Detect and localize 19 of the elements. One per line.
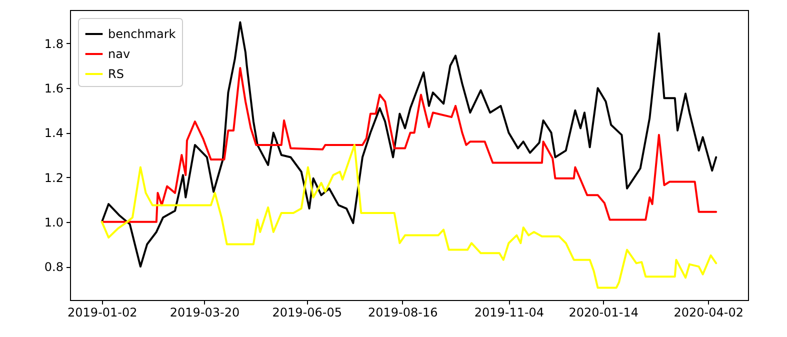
y-tick-label: 1.8 <box>44 36 64 51</box>
legend-label: RS <box>108 67 124 81</box>
y-tick-label: 1.2 <box>44 170 64 185</box>
x-tick-label: 2019-11-04 <box>474 306 544 320</box>
line-series <box>100 21 718 268</box>
line-series <box>100 144 718 289</box>
x-tick-label: 2019-06-05 <box>272 306 342 320</box>
x-tick-label: 2020-01-14 <box>568 306 638 320</box>
y-tick-label: 1.6 <box>44 82 64 96</box>
line-series <box>100 67 718 223</box>
y-tick-label: 0.8 <box>44 260 64 274</box>
x-tick-label: 2019-08-16 <box>368 306 438 320</box>
legend-label: nav <box>108 47 130 61</box>
legend-label: benchmark <box>108 27 176 41</box>
x-tick-label: 2020-04-02 <box>674 306 744 320</box>
y-tick-label: 1.4 <box>44 126 64 140</box>
x-tick-label: 2019-03-20 <box>170 306 240 320</box>
x-tick-label: 2019-01-02 <box>68 306 138 320</box>
y-tick-label: 1.0 <box>44 215 64 230</box>
